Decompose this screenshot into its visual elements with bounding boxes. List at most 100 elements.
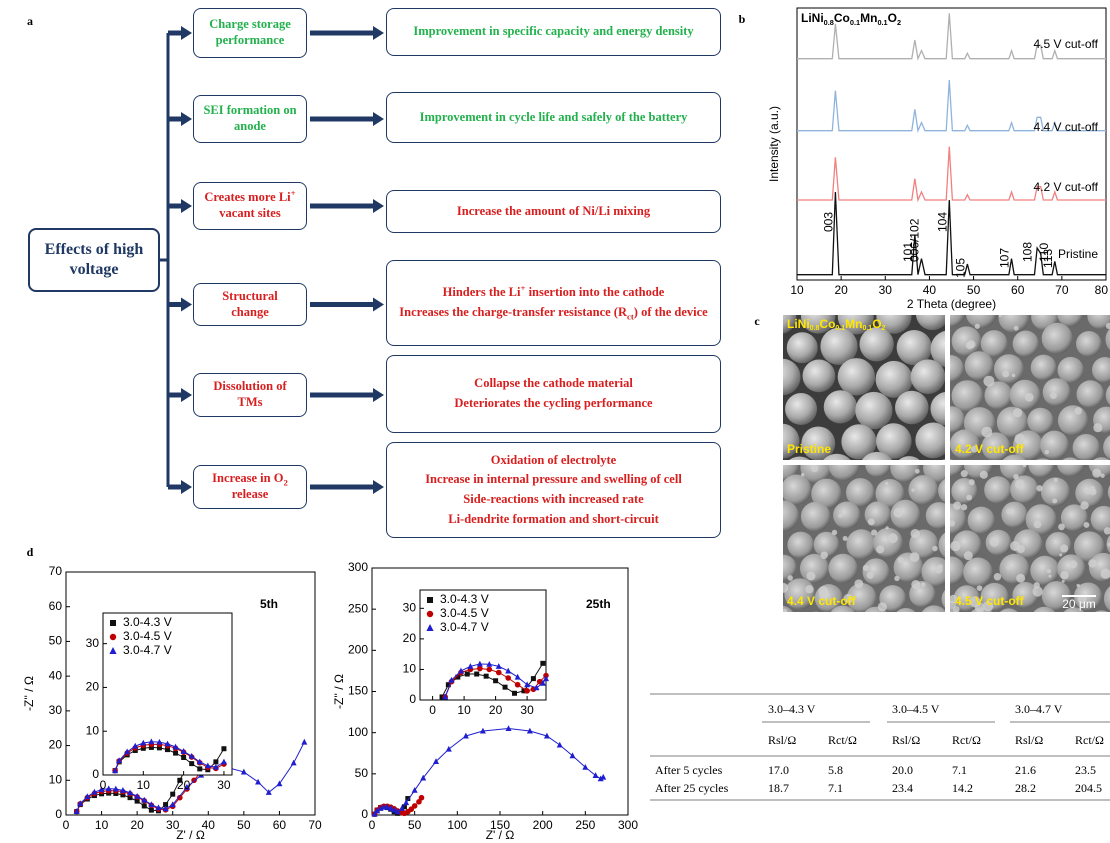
marker [495,669,502,676]
table-subheader: Rct/Ω [828,733,857,747]
debris [887,533,898,544]
particle [950,459,954,460]
table-cell: 18.7 [768,781,789,795]
debris [970,445,978,453]
legend-label: 3.0-4.3 V [440,592,489,606]
particle [800,501,831,532]
cause-text: Charge storage performance [202,17,298,48]
marker [486,660,493,667]
debris [1058,523,1065,531]
marker [213,759,219,765]
marker [165,747,170,753]
x-tick-label: 20 [177,778,191,792]
debris [1014,479,1025,489]
cause-box: Creates more Li+ vacant sites [193,182,307,230]
particle [785,393,818,426]
x-axis-label: Z' / Ω [176,828,205,842]
particle [789,456,810,460]
peak-label: 113 [1041,249,1055,268]
text-run: Increase in internal pressure and swelli… [425,472,682,487]
marker [505,725,512,732]
debris [1046,568,1052,574]
arrow-head [373,480,384,494]
effect-box: Hinders the Li+ insertion into the catho… [386,260,721,346]
marker [177,777,183,783]
marker [533,684,540,691]
y-tick-label: 100 [348,725,368,739]
particle [951,326,982,356]
marker [98,786,105,793]
series-label: 4.5 V cut-off [1034,37,1099,51]
particle [941,590,945,608]
x-tick-label: 50 [967,283,981,297]
legend-marker [110,620,116,626]
particle [1076,330,1102,357]
y-tick-label: 200 [348,643,368,657]
debris [993,572,1002,581]
marker [196,758,203,765]
debris [842,535,848,541]
marker [134,798,140,804]
marker [442,693,449,700]
marker [483,673,489,679]
y-tick-label: 50 [355,766,369,780]
particle [1057,554,1086,583]
particle [941,459,945,460]
panel-label: c [754,314,760,328]
arrow-head [373,199,384,213]
debris [1085,488,1091,495]
peak-label: 101 [901,242,915,262]
debris [831,529,838,536]
marker [155,804,162,811]
micrograph-label: Pristine [787,442,831,456]
particle [801,426,836,460]
text-run: O [888,11,897,25]
marker [462,732,469,739]
y-tick-label: 250 [348,601,368,615]
particle [1095,610,1109,612]
y-tick-label: 70 [49,564,63,578]
legend-label: 3.0-4.5 V [440,606,489,620]
debris [1105,322,1110,330]
particle [938,478,945,503]
marker [540,660,546,666]
particle [921,605,945,612]
marker [455,674,461,680]
particle [896,330,932,366]
legend-marker [109,633,117,641]
debris [937,563,943,570]
series-label: 4.2 V cut-off [1034,180,1099,194]
debris [1014,433,1026,445]
particle [812,611,819,612]
debris [1061,579,1065,583]
particle [811,478,842,509]
peak-label: 104 [935,212,949,232]
arrow-head [373,26,384,40]
x-tick-label: 50 [408,818,422,832]
text-run: + [520,283,526,294]
panel-label: d [27,545,34,559]
table-cell: 5.8 [828,763,843,777]
debris [974,602,985,612]
debris [1016,545,1025,554]
text-run: 0.1 [835,325,845,332]
debris [1032,586,1043,597]
effect-text: Improvement in specific capacity and ene… [413,24,693,40]
particle [783,554,797,581]
effect-box: Oxidation of electrolyte Increase in inte… [386,442,721,538]
particle [1072,433,1100,460]
particle [855,391,893,430]
table-cell: After 5 cycles [655,763,723,777]
marker [112,767,119,774]
marker [401,804,407,810]
particle [910,359,945,394]
particle [898,456,920,460]
marker [418,794,425,801]
text-run: Co [834,11,850,25]
arrow-head [181,26,192,40]
marker [493,678,499,684]
particle [984,476,1012,504]
particle [950,556,965,585]
legend-marker [426,624,434,631]
debris [1002,370,1010,378]
